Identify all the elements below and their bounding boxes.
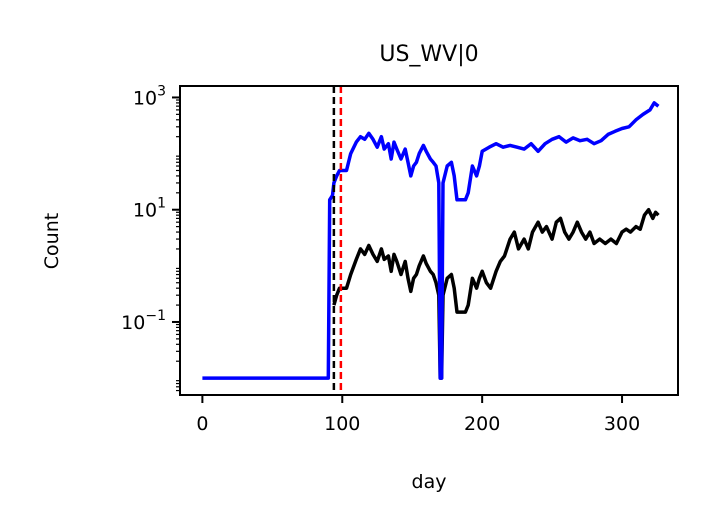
series-line-1 [332, 207, 660, 380]
x-tick-label: 0 [196, 413, 208, 435]
y-tick-label: 103 [133, 83, 166, 109]
y-axis: 10−1 101 103 [121, 83, 180, 392]
y-tick-label: 101 [133, 196, 166, 222]
y-axis-label: Count [41, 213, 63, 269]
plot-frame [179, 85, 679, 396]
series-layer [202, 101, 660, 380]
chart-title: US_WV|0 [379, 42, 478, 67]
series-line-0 [202, 101, 660, 380]
x-axis-label: day [412, 471, 447, 493]
x-tick-label: 100 [324, 413, 360, 435]
x-tick-label: 200 [464, 413, 500, 435]
reference-lines [332, 86, 343, 395]
y-tick-label: 10−1 [121, 308, 166, 334]
x-tick-label: 300 [604, 413, 640, 435]
x-axis: 0 100 200 300 [196, 395, 640, 435]
